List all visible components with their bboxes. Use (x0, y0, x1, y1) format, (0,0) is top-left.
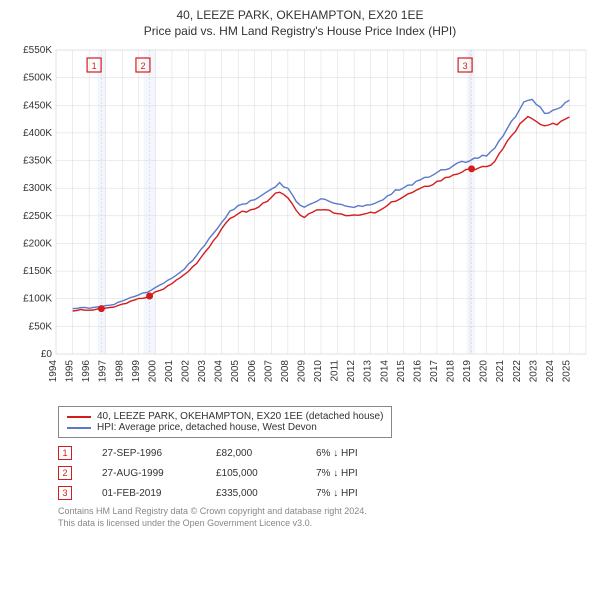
svg-text:2000: 2000 (147, 360, 158, 383)
svg-text:£150K: £150K (23, 266, 52, 277)
svg-text:£350K: £350K (23, 156, 52, 167)
legend-swatch (67, 427, 91, 429)
event-marker-box: 3 (58, 486, 72, 500)
svg-text:2012: 2012 (346, 360, 357, 383)
event-row: 1 27-SEP-1996 £82,000 6% ↓ HPI (58, 446, 590, 460)
chart-title: 40, LEEZE PARK, OKEHAMPTON, EX20 1EE (10, 8, 590, 22)
svg-text:£200K: £200K (23, 238, 52, 249)
svg-text:2015: 2015 (396, 360, 407, 383)
svg-text:1: 1 (92, 61, 97, 71)
svg-text:2021: 2021 (495, 360, 506, 383)
svg-text:2020: 2020 (479, 360, 490, 383)
svg-text:2014: 2014 (379, 360, 390, 383)
events-table: 1 27-SEP-1996 £82,000 6% ↓ HPI 2 27-AUG-… (58, 446, 590, 500)
svg-text:2006: 2006 (247, 360, 258, 383)
event-row: 2 27-AUG-1999 £105,000 7% ↓ HPI (58, 466, 590, 480)
svg-text:2016: 2016 (412, 360, 423, 383)
event-delta: 6% ↓ HPI (316, 448, 396, 459)
event-marker-box: 2 (58, 466, 72, 480)
svg-text:2024: 2024 (545, 360, 556, 383)
svg-text:£450K: £450K (23, 100, 52, 111)
svg-text:2010: 2010 (313, 360, 324, 383)
svg-text:2004: 2004 (214, 360, 225, 383)
svg-text:1997: 1997 (98, 360, 109, 383)
footer-line: Contains HM Land Registry data © Crown c… (58, 506, 590, 518)
svg-text:2023: 2023 (528, 360, 539, 383)
event-date: 27-AUG-1999 (102, 468, 186, 479)
chart-legend: 40, LEEZE PARK, OKEHAMPTON, EX20 1EE (de… (58, 406, 392, 438)
chart-title-block: 40, LEEZE PARK, OKEHAMPTON, EX20 1EE Pri… (10, 8, 590, 38)
svg-text:1998: 1998 (114, 360, 125, 383)
event-price: £335,000 (216, 488, 286, 499)
legend-item: HPI: Average price, detached house, West… (67, 422, 383, 433)
svg-text:3: 3 (463, 61, 468, 71)
svg-text:2008: 2008 (280, 360, 291, 383)
svg-text:2: 2 (140, 61, 145, 71)
svg-text:1996: 1996 (81, 360, 92, 383)
svg-text:£250K: £250K (23, 211, 52, 222)
svg-text:£550K: £550K (23, 45, 52, 56)
legend-swatch (67, 416, 91, 418)
svg-text:2019: 2019 (462, 360, 473, 383)
chart-subtitle: Price paid vs. HM Land Registry's House … (10, 24, 590, 38)
svg-text:2002: 2002 (181, 360, 192, 383)
event-date: 01-FEB-2019 (102, 488, 186, 499)
svg-text:£400K: £400K (23, 128, 52, 139)
event-price: £105,000 (216, 468, 286, 479)
svg-text:2003: 2003 (197, 360, 208, 383)
event-price: £82,000 (216, 448, 286, 459)
event-row: 3 01-FEB-2019 £335,000 7% ↓ HPI (58, 486, 590, 500)
svg-text:2025: 2025 (561, 360, 572, 383)
svg-text:£300K: £300K (23, 183, 52, 194)
event-delta: 7% ↓ HPI (316, 488, 396, 499)
event-date: 27-SEP-1996 (102, 448, 186, 459)
chart-footer: Contains HM Land Registry data © Crown c… (58, 506, 590, 529)
svg-text:1995: 1995 (65, 360, 76, 383)
svg-text:2005: 2005 (230, 360, 241, 383)
svg-text:1999: 1999 (131, 360, 142, 383)
legend-item: 40, LEEZE PARK, OKEHAMPTON, EX20 1EE (de… (67, 411, 383, 422)
svg-text:£0: £0 (41, 349, 53, 360)
legend-label: HPI: Average price, detached house, West… (97, 422, 317, 433)
svg-text:£100K: £100K (23, 294, 52, 305)
svg-text:2009: 2009 (296, 360, 307, 383)
event-delta: 7% ↓ HPI (316, 468, 396, 479)
svg-text:2018: 2018 (446, 360, 457, 383)
event-marker-box: 1 (58, 446, 72, 460)
svg-text:£500K: £500K (23, 73, 52, 84)
svg-text:£50K: £50K (29, 321, 53, 332)
svg-text:1994: 1994 (48, 360, 59, 383)
svg-text:2007: 2007 (263, 360, 274, 383)
svg-text:2022: 2022 (512, 360, 523, 383)
footer-line: This data is licensed under the Open Gov… (58, 518, 590, 530)
legend-label: 40, LEEZE PARK, OKEHAMPTON, EX20 1EE (de… (97, 411, 383, 422)
svg-text:2017: 2017 (429, 360, 440, 383)
svg-text:2013: 2013 (363, 360, 374, 383)
svg-text:2001: 2001 (164, 360, 175, 383)
svg-text:2011: 2011 (330, 360, 341, 382)
price-chart: £0 £50K £100K £150K £200K £250K £300K £350K £400… (10, 42, 590, 402)
